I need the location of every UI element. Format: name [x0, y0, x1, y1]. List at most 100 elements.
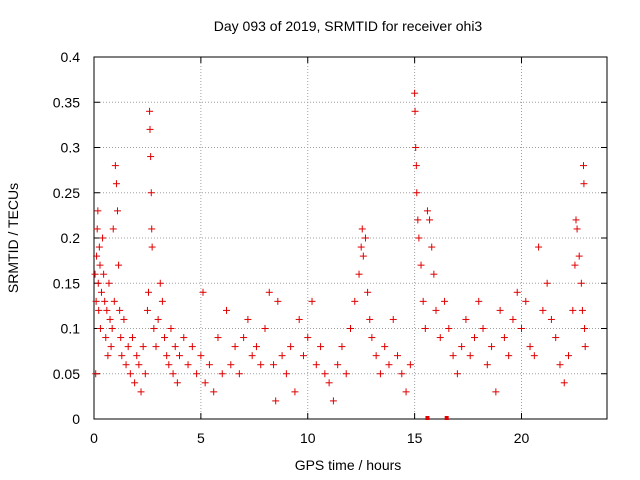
data-point	[91, 270, 99, 278]
data-point	[430, 270, 438, 278]
data-point	[167, 325, 175, 332]
data-point	[93, 252, 101, 260]
data-point	[417, 261, 425, 269]
data-point	[94, 207, 102, 215]
data-point	[92, 370, 100, 378]
data-point	[394, 352, 402, 360]
grid-lines	[94, 57, 607, 419]
data-point	[419, 297, 427, 305]
data-point	[518, 325, 525, 332]
data-point	[154, 315, 162, 323]
y-tick-label: 0.2	[61, 230, 81, 246]
data-point	[126, 370, 134, 378]
data-point	[145, 288, 153, 296]
data-point	[492, 388, 500, 396]
data-point	[428, 243, 436, 251]
data-point	[112, 180, 120, 188]
data-point	[308, 297, 316, 305]
data-point	[381, 343, 389, 351]
data-point	[569, 306, 577, 314]
data-point	[368, 334, 376, 342]
data-point	[571, 261, 579, 269]
data-point	[411, 107, 419, 115]
data-point	[122, 361, 130, 369]
data-point	[547, 315, 555, 323]
data-point	[351, 297, 359, 305]
x-tick-label: 10	[300, 430, 316, 446]
x-axis-label: GPS time / hours	[295, 457, 402, 473]
data-point	[176, 352, 183, 360]
data-point	[579, 162, 587, 170]
y-tick-label: 0.35	[53, 94, 80, 110]
data-point	[483, 361, 491, 369]
data-point	[342, 370, 350, 378]
data-point	[522, 297, 530, 305]
data-point	[218, 370, 226, 378]
data-point	[107, 343, 115, 351]
data-point	[257, 361, 265, 369]
data-point	[244, 315, 252, 323]
data-point	[466, 352, 474, 360]
data-point	[161, 334, 169, 342]
data-point	[158, 297, 166, 305]
data-point	[329, 397, 337, 405]
data-point	[359, 252, 367, 260]
data-point	[578, 306, 586, 314]
data-point	[505, 352, 513, 360]
data-point	[240, 334, 248, 342]
data-point	[231, 343, 239, 351]
data-point	[295, 315, 303, 323]
data-point	[577, 279, 585, 287]
data-point	[358, 225, 366, 233]
data-point	[109, 225, 117, 233]
data-point	[334, 361, 342, 369]
y-tick-label: 0.25	[53, 185, 80, 201]
data-point	[108, 325, 116, 332]
data-point	[539, 306, 547, 314]
data-point	[146, 125, 154, 133]
data-point	[458, 343, 466, 351]
data-point	[412, 144, 420, 151]
y-tick-label: 0.15	[53, 275, 80, 291]
data-point	[412, 162, 420, 170]
data-point	[565, 352, 573, 360]
data-point	[118, 352, 126, 360]
y-tick-label: 0.4	[61, 49, 81, 65]
data-point	[299, 352, 307, 360]
data-point	[193, 370, 201, 378]
data-point	[530, 352, 538, 360]
data-point	[214, 334, 222, 342]
data-point	[184, 361, 192, 369]
data-point	[235, 370, 243, 378]
data-point	[223, 306, 231, 314]
y-tick-label: 0.05	[53, 366, 80, 382]
data-point	[272, 397, 280, 405]
data-point	[92, 297, 100, 305]
data-point	[180, 334, 188, 342]
data-point	[99, 234, 107, 242]
data-point	[248, 352, 256, 360]
data-point	[421, 325, 429, 332]
zero-data-point	[425, 416, 430, 420]
data-points	[91, 89, 589, 420]
data-point	[169, 370, 177, 378]
data-point	[372, 352, 380, 360]
data-point	[406, 361, 414, 369]
data-point	[423, 207, 431, 215]
data-point	[133, 352, 141, 360]
data-point	[509, 315, 517, 323]
data-point	[287, 343, 295, 351]
data-point	[581, 343, 589, 351]
data-point	[415, 234, 423, 242]
data-point	[150, 325, 158, 332]
data-point	[470, 334, 478, 342]
data-point	[210, 388, 218, 396]
data-point	[148, 225, 156, 233]
data-point	[475, 297, 483, 305]
data-point	[347, 325, 354, 332]
data-point	[581, 325, 589, 332]
data-point	[304, 334, 312, 342]
data-point	[115, 261, 123, 269]
data-point	[156, 279, 164, 287]
data-point	[385, 361, 393, 369]
